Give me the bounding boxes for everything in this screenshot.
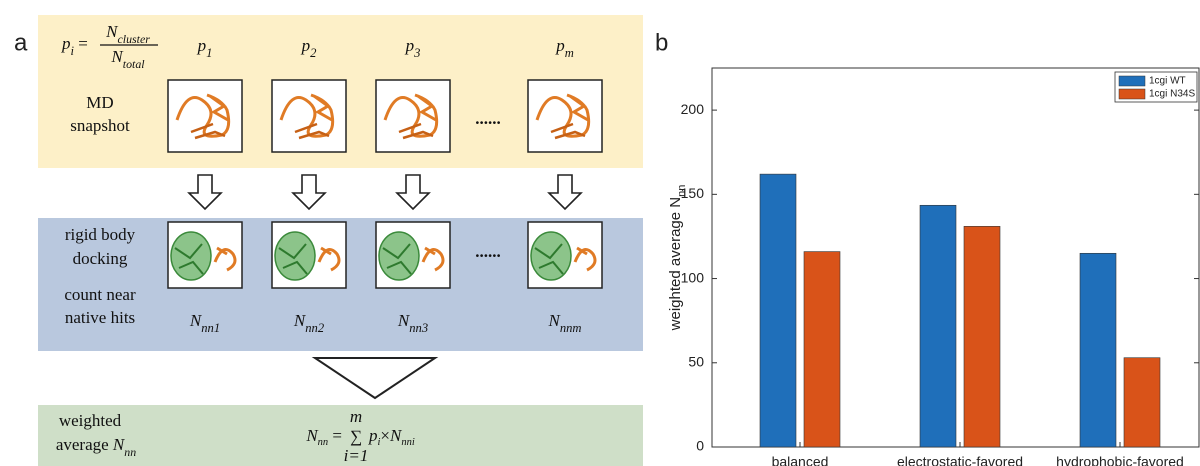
bar — [1080, 253, 1116, 447]
legend-label: 1cgi WT — [1149, 76, 1186, 87]
math-text: weighted — [59, 411, 122, 430]
math-part: nn3 — [409, 321, 428, 335]
bar — [760, 174, 796, 447]
arrow — [189, 175, 221, 209]
math-part: p — [197, 36, 207, 55]
row-label: count near — [64, 285, 136, 304]
sum-limit: m — [350, 407, 362, 426]
math-part: × — [380, 426, 390, 445]
math-part: p — [61, 34, 71, 53]
legend-label: 1cgi N34S — [1149, 89, 1195, 100]
math-part: nnm — [560, 321, 582, 335]
row-label: snapshot — [70, 116, 130, 135]
ellipsis: ...... — [475, 109, 501, 128]
math-part: m — [565, 46, 574, 60]
math-part: p — [405, 36, 415, 55]
y-tick-label: 200 — [681, 101, 705, 117]
arrow — [549, 175, 581, 209]
math-part: = — [328, 426, 342, 445]
math-part: nn2 — [305, 321, 325, 335]
figure: a b pi​ = Ncluster​Ntotal​MDsnapshotrigi… — [0, 0, 1200, 466]
bar — [920, 205, 956, 447]
arrow — [293, 175, 325, 209]
bar — [964, 226, 1000, 447]
row-label: MD — [86, 93, 113, 112]
math-part: average — [56, 435, 113, 454]
math-part: cluster — [117, 32, 150, 46]
math-part: total — [123, 57, 145, 71]
math-part: nn1 — [201, 321, 220, 335]
sum-limit: i=1 — [344, 446, 369, 465]
panel-label: a — [14, 29, 28, 56]
arrow — [397, 175, 429, 209]
math-part: nn — [318, 437, 329, 448]
y-label-main: weighted average N — [667, 197, 684, 331]
y-label-sub: nn — [676, 185, 688, 197]
x-tick-label: electrostatic-favored — [897, 454, 1023, 466]
legend-swatch — [1119, 76, 1145, 86]
math-part: 3 — [413, 46, 420, 60]
math-part: nni — [401, 437, 415, 448]
panel-label: b — [655, 29, 668, 56]
y-tick-label: 0 — [696, 438, 704, 454]
bar — [804, 252, 840, 447]
x-tick-label: balanced — [772, 454, 829, 466]
x-tick-label: hydrophobic-favored — [1056, 454, 1184, 466]
math-part: p — [301, 36, 311, 55]
row-label: native hits — [65, 308, 135, 327]
math-part: p — [555, 36, 565, 55]
y-tick-label: 100 — [681, 269, 705, 285]
row-label: docking — [73, 249, 128, 268]
math-part: weighted — [59, 411, 122, 430]
big-arrow — [315, 358, 435, 398]
math-part: = — [74, 34, 88, 53]
legend-swatch — [1119, 89, 1145, 99]
ellipsis: ...... — [475, 242, 501, 261]
y-axis-label: weighted average Nnn — [667, 185, 688, 332]
sum-symbol: ∑ — [350, 427, 362, 446]
bar — [1124, 358, 1160, 447]
row-label: rigid body — [65, 225, 136, 244]
y-tick-label: 50 — [688, 353, 704, 369]
math-part: p — [368, 426, 378, 445]
math-part: nn — [124, 445, 136, 459]
